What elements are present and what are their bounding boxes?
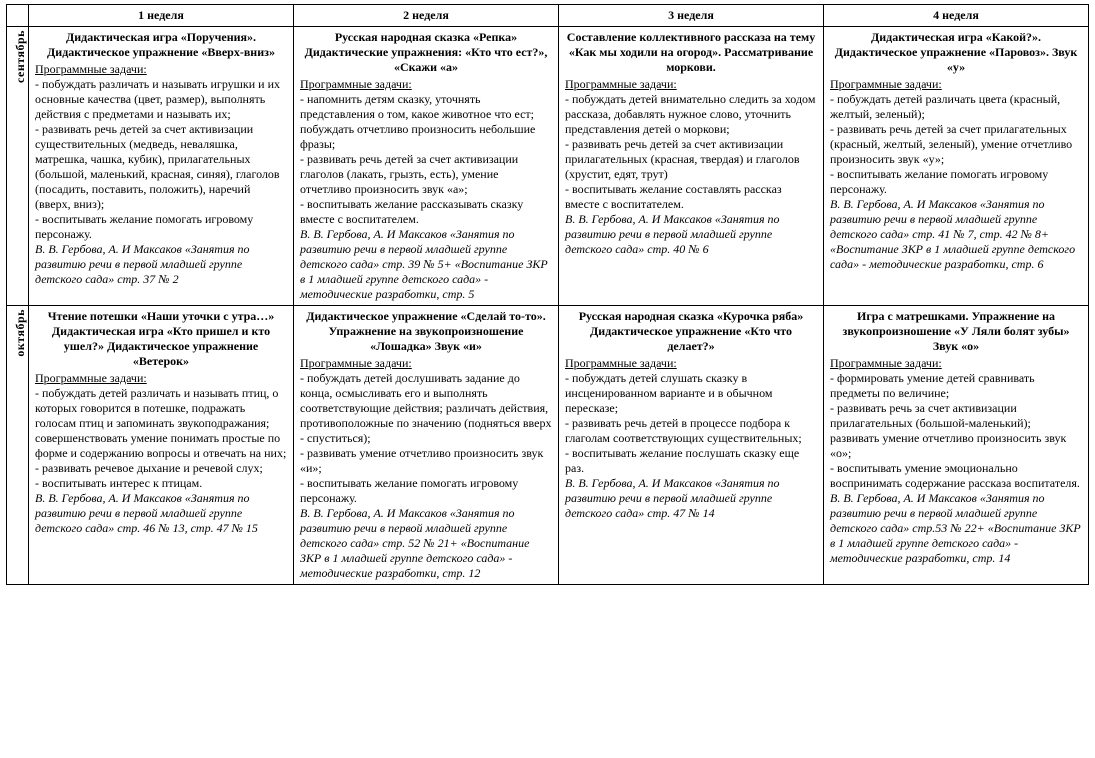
month-text: сентябрь xyxy=(13,30,28,83)
header-week-1: 1 неделя xyxy=(29,5,294,27)
cell-title: Дидактическая игра «Поручения». Дидактич… xyxy=(35,30,287,60)
cell-oct-w3: Русская народная сказка «Курочка ряба» Д… xyxy=(559,306,824,585)
month-label-sep: сентябрь xyxy=(7,27,29,306)
cell-source: В. В. Гербова, А. И Максаков «Занятия по… xyxy=(35,242,250,286)
tasks-label: Программные задачи: xyxy=(830,356,942,370)
tasks-label: Программные задачи: xyxy=(565,356,677,370)
tasks-label: Программные задачи: xyxy=(565,77,677,91)
cell-title: Чтение потешки «Наши уточки с утра…» Дид… xyxy=(35,309,287,369)
cell-body: - побуждать различать и называть игрушки… xyxy=(35,77,280,241)
month-label-oct: октябрь xyxy=(7,306,29,585)
tasks-label: Программные задачи: xyxy=(830,77,942,91)
tasks-label: Программные задачи: xyxy=(35,62,147,76)
row-october: октябрь Чтение потешки «Наши уточки с ут… xyxy=(7,306,1089,585)
cell-sep-w4: Дидактическая игра «Какой?». Дидактическ… xyxy=(824,27,1089,306)
cell-title: Дидактическая игра «Какой?». Дидактическ… xyxy=(830,30,1082,75)
cell-source: В. В. Гербова, А. И Максаков «Занятия по… xyxy=(300,227,548,301)
cell-body: - побуждать детей различать и называть п… xyxy=(35,386,286,490)
header-week-3: 3 неделя xyxy=(559,5,824,27)
cell-body: - побуждать детей слушать сказку в инсце… xyxy=(565,371,802,475)
cell-title: Русская народная сказка «Репка» Дидактич… xyxy=(300,30,552,75)
header-week-2: 2 неделя xyxy=(294,5,559,27)
cell-body: - напомнить детям сказку, уточнять предс… xyxy=(300,92,535,226)
cell-title: Дидактическое упражнение «Сделай то-то».… xyxy=(300,309,552,354)
cell-oct-w2: Дидактическое упражнение «Сделай то-то».… xyxy=(294,306,559,585)
header-row: 1 неделя 2 неделя 3 неделя 4 неделя xyxy=(7,5,1089,27)
cell-oct-w4: Игра с матрешками. Упражнение на звукопр… xyxy=(824,306,1089,585)
cell-body: - формировать умение детей сравнивать пр… xyxy=(830,371,1080,490)
cell-source: В. В. Гербова, А. И Максаков «Занятия по… xyxy=(830,491,1081,565)
cell-title: Русская народная сказка «Курочка ряба» Д… xyxy=(565,309,817,354)
cell-sep-w2: Русская народная сказка «Репка» Дидактич… xyxy=(294,27,559,306)
header-week-4: 4 неделя xyxy=(824,5,1089,27)
header-month xyxy=(7,5,29,27)
curriculum-table: 1 неделя 2 неделя 3 неделя 4 неделя сент… xyxy=(6,4,1089,585)
tasks-label: Программные задачи: xyxy=(35,371,147,385)
tasks-label: Программные задачи: xyxy=(300,356,412,370)
cell-source: В. В. Гербова, А. И Максаков «Занятия по… xyxy=(565,476,780,520)
cell-source: В. В. Гербова, А. И Максаков «Занятия по… xyxy=(300,506,529,580)
cell-oct-w1: Чтение потешки «Наши уточки с утра…» Дид… xyxy=(29,306,294,585)
cell-title: Игра с матрешками. Упражнение на звукопр… xyxy=(830,309,1082,354)
cell-sep-w3: Составление коллективного рассказа на те… xyxy=(559,27,824,306)
cell-source: В. В. Гербова, А. И Максаков «Занятия по… xyxy=(565,212,780,256)
cell-source: В. В. Гербова, А. И Максаков «Занятия по… xyxy=(830,197,1075,271)
row-september: сентябрь Дидактическая игра «Поручения».… xyxy=(7,27,1089,306)
cell-sep-w1: Дидактическая игра «Поручения». Дидактич… xyxy=(29,27,294,306)
month-text: октябрь xyxy=(13,309,28,357)
cell-source: В. В. Гербова, А. И Максаков «Занятия по… xyxy=(35,491,258,535)
cell-body: - побуждать детей дослушивать задание до… xyxy=(300,371,551,505)
cell-body: - побуждать детей различать цвета (красн… xyxy=(830,92,1072,196)
cell-body: - побуждать детей внимательно следить за… xyxy=(565,92,815,211)
cell-title: Составление коллективного рассказа на те… xyxy=(565,30,817,75)
tasks-label: Программные задачи: xyxy=(300,77,412,91)
